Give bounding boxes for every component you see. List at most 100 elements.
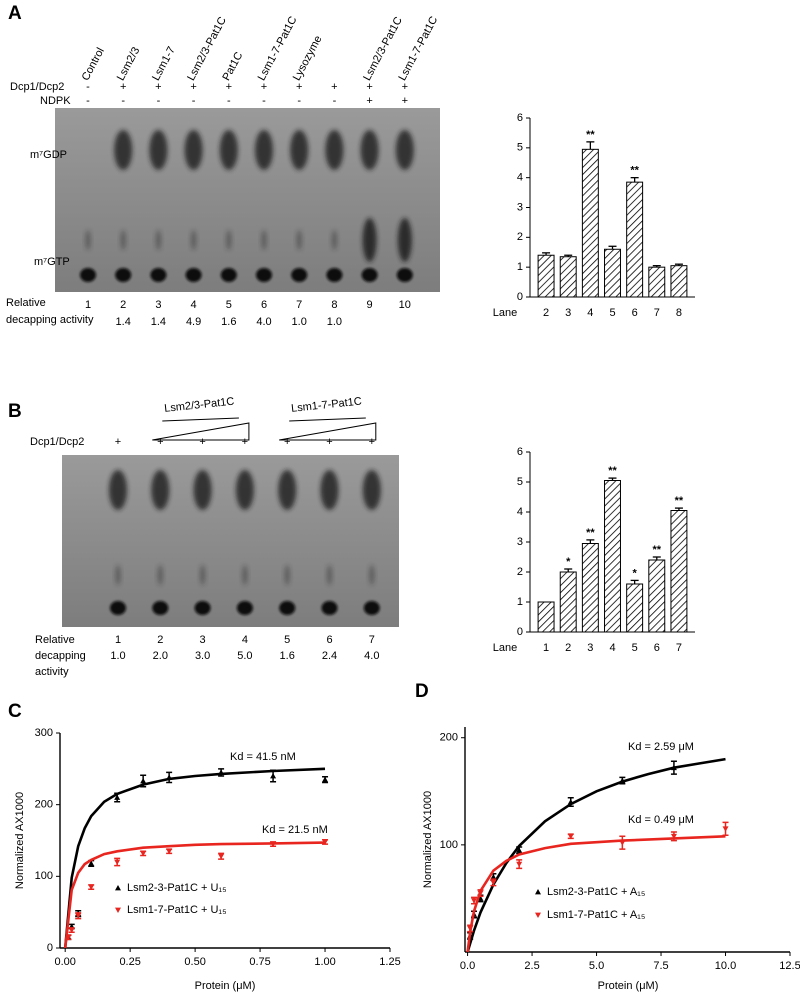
data-point (140, 778, 147, 784)
gel-trace (284, 565, 291, 585)
legend-label: Lsm1-7-Pat1C + U₁₅ (127, 904, 227, 916)
x-tick-label: 2 (543, 307, 549, 319)
lane-number: 7 (296, 299, 302, 311)
gel-trace (85, 230, 91, 250)
data-point (270, 773, 277, 779)
gel-spot (110, 601, 126, 615)
lane-label: Lsm1-7-Pat1C (396, 14, 440, 82)
row-mark: - (86, 81, 90, 93)
activity-value: 1.0 (110, 650, 125, 662)
lane-number: 5 (284, 634, 290, 646)
row-mark: + (296, 81, 302, 93)
data-point (166, 774, 173, 780)
gel-spot (152, 601, 169, 615)
lane-number: 3 (200, 634, 206, 646)
activity-label: activity (35, 666, 69, 678)
gel-smear (360, 130, 379, 170)
row-mark: - (157, 95, 161, 107)
lane-number: 5 (226, 299, 232, 311)
gel-trace (120, 230, 127, 250)
gel-spot (194, 601, 211, 615)
y-axis-label: Normalized AX1000 (14, 792, 26, 889)
gel-trace (261, 230, 267, 250)
y-tick-label: 1 (517, 261, 523, 273)
x-tick-label: 8 (676, 307, 682, 319)
kd-label: Kd = 41.5 nM (230, 751, 296, 763)
x-tick-label: 0.50 (184, 956, 205, 968)
significance: ** (586, 527, 595, 539)
significance: ** (630, 165, 639, 177)
y-tick-label: 2 (517, 231, 523, 243)
data-point (114, 794, 121, 800)
y-tick-label: 200 (35, 799, 53, 811)
activity-value: 3.0 (195, 650, 210, 662)
data-point (516, 861, 523, 868)
bar (670, 265, 688, 298)
row-mark: + (402, 81, 408, 93)
x-tick-label: 7 (676, 642, 682, 654)
row-mark: + (331, 81, 337, 93)
gel-trace (155, 230, 162, 250)
data-point (467, 926, 474, 932)
legend-marker (535, 912, 541, 918)
group-underline (162, 417, 239, 422)
activity-value: 2.4 (322, 650, 337, 662)
data-point (166, 848, 173, 855)
group-label: Lsm2/3-Pat1C (164, 396, 235, 415)
lane-number: 9 (367, 299, 373, 311)
gel-smear (151, 470, 170, 510)
gel-trace (368, 565, 375, 585)
activity-value: 4.9 (186, 316, 201, 328)
row-mark: + (155, 81, 161, 93)
y-tick-label: 300 (35, 727, 53, 739)
x-tick-label: 0.75 (249, 956, 270, 968)
band-label: m⁷GDP (30, 149, 67, 161)
gradient-triangle (152, 422, 250, 441)
gel-trace (115, 565, 121, 585)
lane-number: 1 (115, 634, 121, 646)
significance: ** (653, 544, 662, 556)
x-tick-label: 7.5 (653, 960, 668, 972)
x-axis-label: Protein (μM) (195, 980, 256, 992)
gel-smear (395, 130, 414, 170)
legend-label: Lsm2-3-Pat1C + A₁₅ (547, 886, 645, 898)
lane-label: Lysozyme (291, 34, 325, 83)
gel-trace (225, 230, 232, 250)
kd-label: Kd = 0.49 μM (628, 814, 694, 826)
data-point (218, 853, 225, 860)
row-mark: + (366, 81, 372, 93)
group-underline (289, 417, 366, 422)
x-axis-label: Protein (μM) (598, 980, 659, 992)
data-point (270, 841, 277, 848)
x-tick-label: 4 (587, 307, 593, 319)
row-mark: - (333, 95, 337, 107)
lane-label: Pat1C (220, 50, 245, 83)
gel-spot (363, 601, 380, 615)
activity-label: decapping (35, 650, 86, 662)
y-tick-label: 4 (517, 506, 523, 518)
lane-number: 8 (331, 299, 337, 311)
y-tick-label: 3 (517, 536, 523, 548)
gel-smear (193, 470, 212, 510)
activity-label: Relative (35, 634, 75, 646)
row-mark: - (192, 95, 196, 107)
gel-trace (241, 565, 248, 585)
row-mark: + (226, 81, 232, 93)
bar (537, 254, 555, 298)
bar (559, 571, 577, 633)
data-point (65, 934, 72, 941)
gel-smear (149, 130, 168, 170)
activity-value: 1.4 (116, 316, 131, 328)
y-tick-label: 3 (517, 201, 523, 213)
lane-number: 3 (155, 299, 161, 311)
panel-letter: C (8, 701, 22, 722)
gel-smear (290, 130, 309, 170)
data-point (490, 874, 497, 880)
gel-trace (296, 230, 303, 250)
gel-trace (397, 218, 412, 262)
row-mark: + (261, 81, 267, 93)
gel-spot (220, 268, 237, 282)
activity-value: 1.6 (221, 316, 236, 328)
gel-trace (199, 565, 206, 585)
gel-spot (256, 268, 272, 282)
